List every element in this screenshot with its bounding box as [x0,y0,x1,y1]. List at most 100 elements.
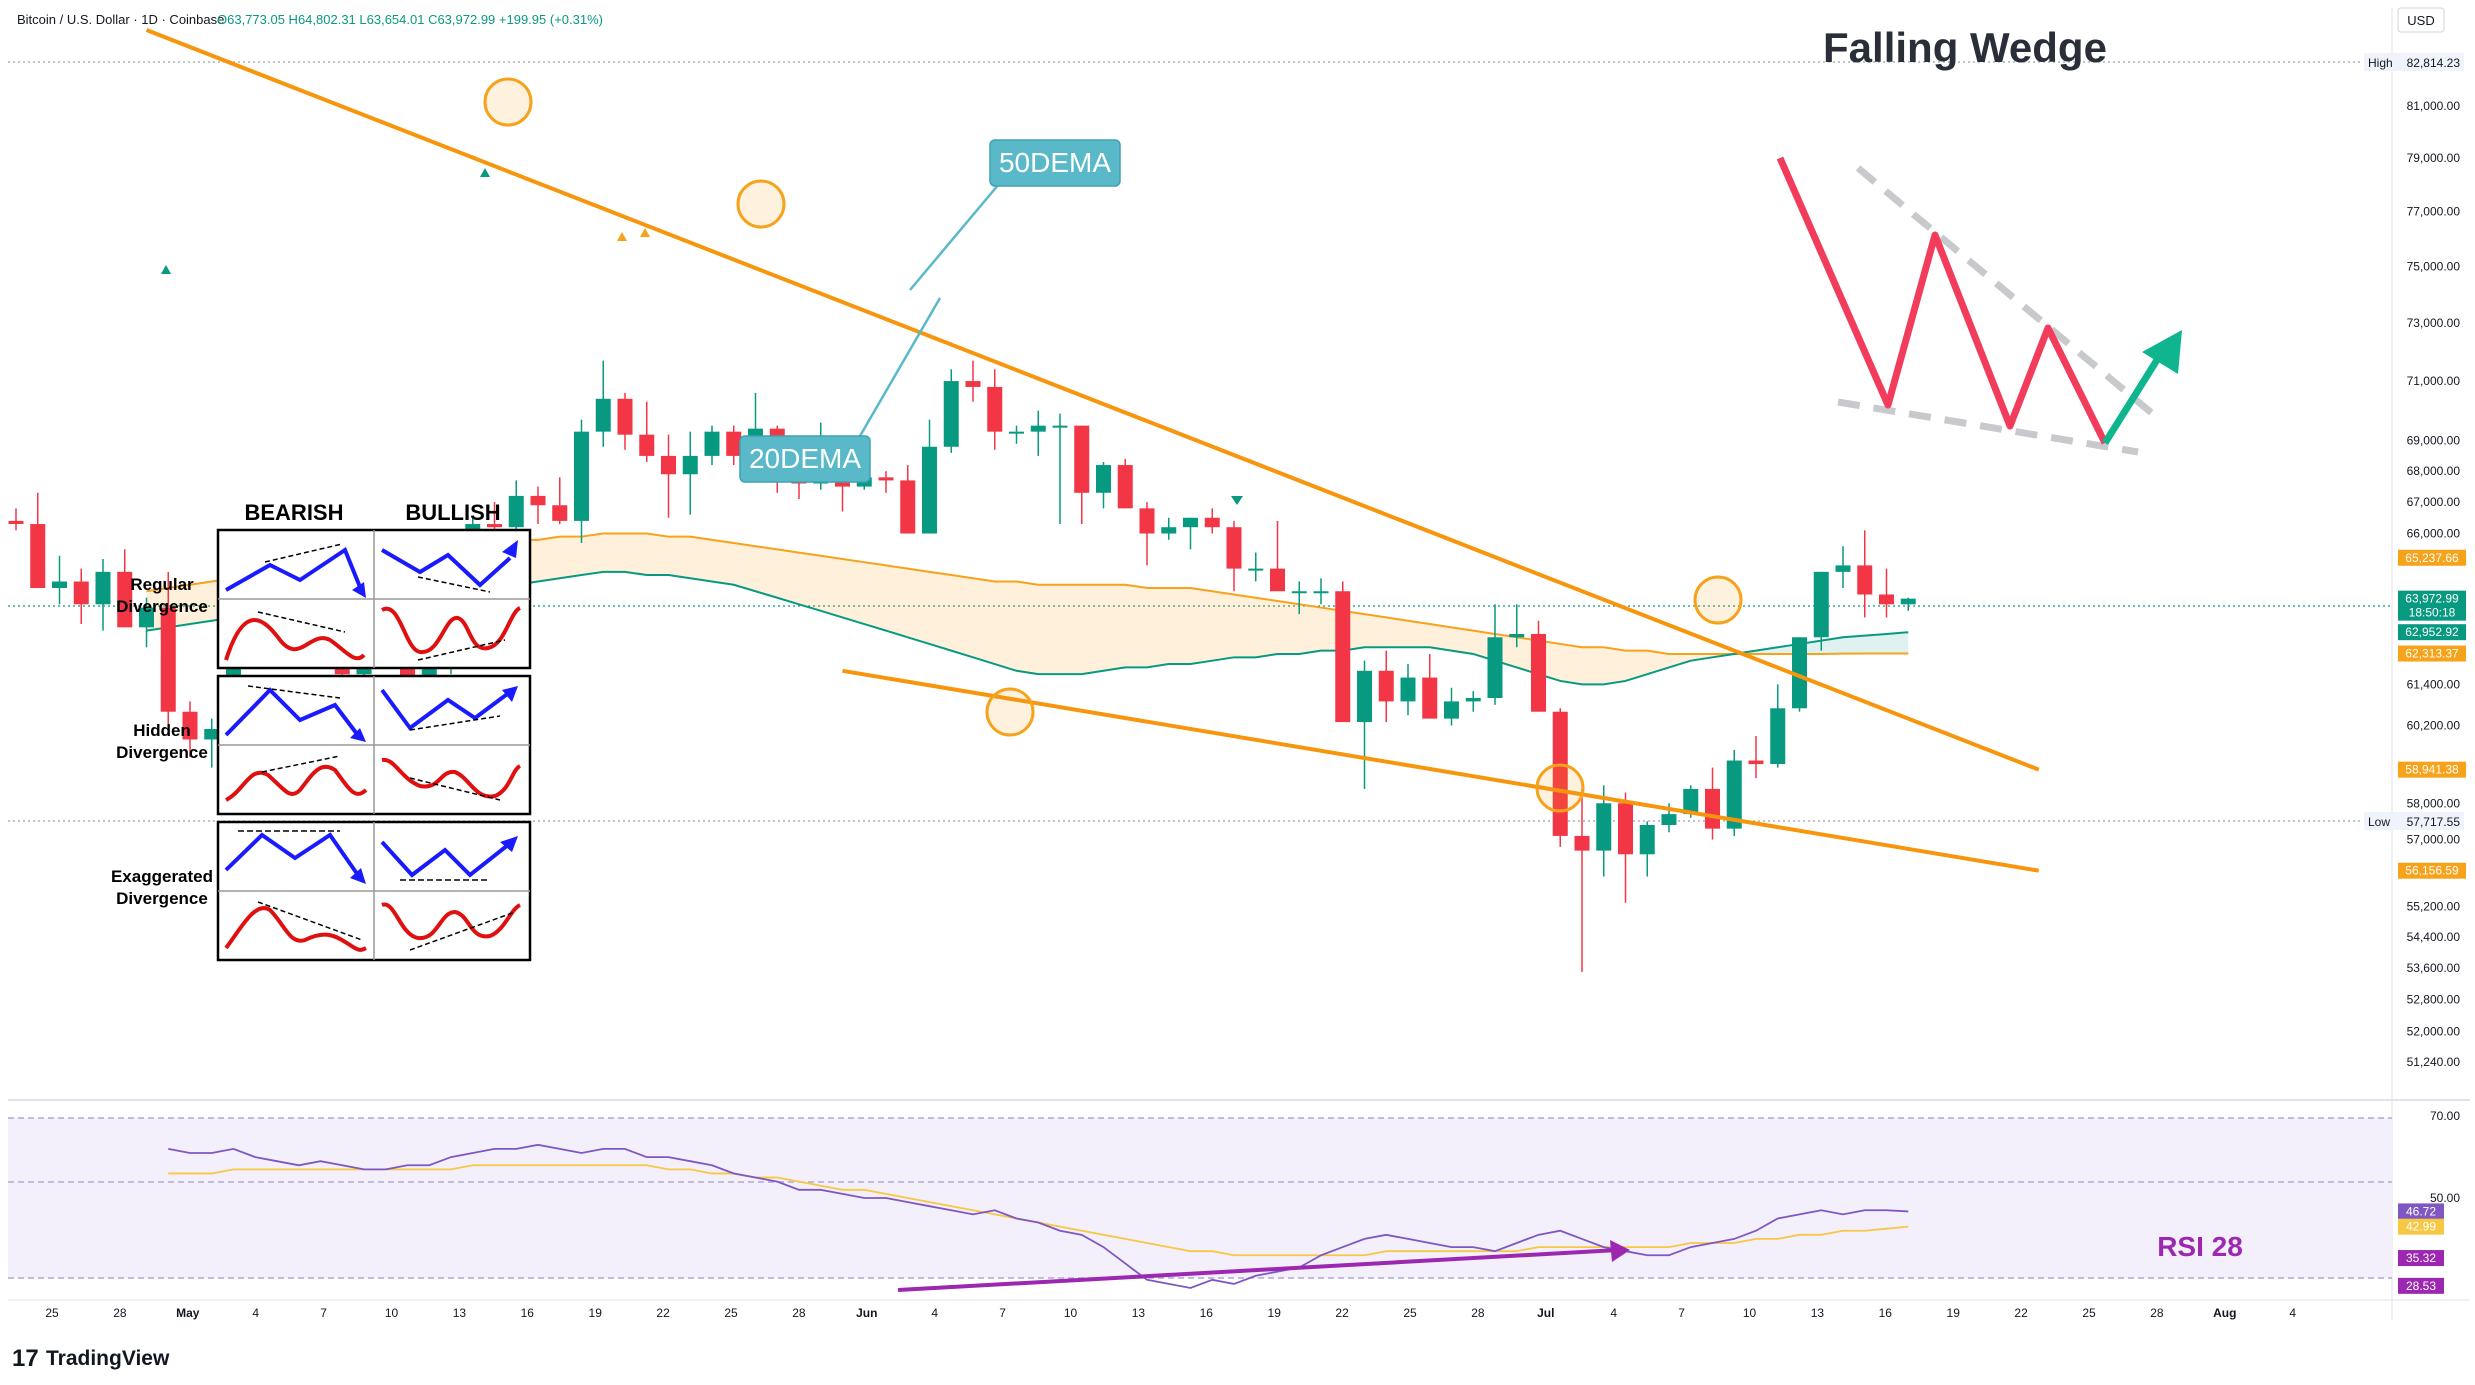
candle-body [1879,594,1894,605]
exaggerated-bearish-osc-dash [257,901,363,941]
tradingview-logo[interactable]: 17 TradingView [12,1345,170,1372]
price-tag-bg [2398,604,2466,621]
time-tick-label: 28 [1471,1306,1485,1320]
time-tick-label: 13 [1811,1306,1825,1320]
candle-body [530,495,546,506]
time-tick-label: 10 [385,1306,399,1320]
hidden-bullish-osc [381,757,522,799]
hidden-bearish-osc-dash [261,755,341,773]
price-tag-bg [2398,862,2466,879]
candle-body [1009,431,1024,434]
hidden-bullish-dash [409,715,501,731]
divergence-table: BEARISH BULLISH Regular Divergence Hidde… [111,500,532,962]
rsi-divergence [897,1240,1630,1292]
ema50-callout[interactable]: 50DEMA [909,139,1121,291]
ema20-box [739,435,871,483]
regular-bullish-dash [417,576,491,593]
price-tag-text: 58,941.38 [2405,763,2459,777]
low-label: Low [2368,815,2390,829]
rsi-tag-bg [2398,1218,2444,1235]
price-tick-label: 53,600.00 [2407,961,2461,975]
regular-bearish-osc [224,618,366,661]
row-hidden-label-1: Hidden [133,721,191,740]
price-tick-label: 57,000.00 [2407,833,2461,847]
ema20-callout[interactable]: 20DEMA [739,297,942,483]
row-exaggerated-label-1: Exaggerated [111,867,213,886]
time-tick-label: May [176,1306,200,1320]
time-axis[interactable]: 25 28 May 4 7 10 13 16 19 22 25 28 Jun 4 7 10 13 16 19 22 25… [45,1306,2296,1320]
candle-body [1574,835,1590,851]
ema20-pointer [858,297,942,437]
candle-body [1683,788,1699,815]
time-tick-label: Jul [1537,1306,1554,1320]
candle-body [1813,571,1829,638]
rsi-tag-text: 35.32 [2406,1251,2436,1265]
exaggerated-bearish-osc [224,906,367,952]
time-tick-label: 22 [656,1306,670,1320]
wedge-upper-trendline[interactable] [145,28,2040,772]
price-tick-label: 61,400.00 [2407,677,2461,691]
tradingview-logo-mark: 17 [12,1345,39,1372]
candle-body [1139,508,1155,534]
triangle-up-2 [480,168,490,177]
price-tag-text: 18:50:18 [2409,606,2456,620]
time-tick-label: 4 [2289,1306,2296,1320]
currency-label: USD [2407,13,2434,28]
currency-button[interactable] [2397,7,2445,33]
regular-bearish-arrow [352,582,366,598]
candle-body [1204,517,1220,528]
table-header-bearish: BEARISH [244,500,343,525]
touch-circle-1 [483,77,533,127]
row-regular-label-1: Regular [130,575,194,594]
candle-body [1705,788,1720,829]
candle-body [1661,814,1677,825]
exaggerated-bearish-arrow [350,868,366,884]
candle-body [487,524,502,528]
price-tick-label: 60,200.00 [2407,719,2461,733]
time-tick-label: Jun [856,1306,877,1320]
candle-body [682,455,698,475]
rsi-tag-text: 28.53 [2406,1279,2436,1293]
ema50-pointer [909,177,1005,291]
row-hidden-label-2: Divergence [116,743,208,762]
candle-body [900,480,916,534]
candle-body [1596,803,1612,851]
triangle-up-4 [640,228,650,237]
price-axis[interactable]: 81,000.00 79,000.00 77,000.00 75,000.00 73,0… [2407,99,2461,1069]
candle-body [8,520,24,525]
hidden-bullish-price [380,688,512,731]
wedge-lower-trendline[interactable] [842,668,2040,873]
exaggerated-bearish-price [224,832,362,880]
touch-markers [483,77,1743,813]
signal-triangles [161,168,1243,505]
price-tick-label: 52,000.00 [2407,1024,2461,1038]
price-tag-bg [2398,645,2466,662]
candle-body [1226,527,1242,569]
candle-body [1487,637,1503,698]
candle-body [1074,425,1090,493]
rsi-tag-bg [2398,1250,2444,1267]
time-tick-label: 7 [320,1306,327,1320]
regular-bearish-dash [264,543,343,563]
candle-body [1509,633,1525,638]
price-tick-label: 51,240.00 [2407,1055,2461,1069]
time-tick-label: 16 [1200,1306,1214,1320]
touch-circle-5 [1693,575,1743,625]
high-value: 82,814.23 [2407,56,2461,70]
candle-body [726,431,742,456]
illustration-lower-dash [1837,398,2139,456]
candle-body [1117,465,1133,509]
wedge-illustration [1776,156,2182,456]
price-tag-text: 62,313.37 [2405,647,2459,661]
price-tag-text: 63,972.99 [2405,592,2459,606]
candle-body [1639,824,1655,855]
candle-body [1313,591,1329,594]
time-tick-label: 19 [589,1306,603,1320]
time-tick-label: 25 [1403,1306,1417,1320]
ema50-box [989,139,1121,187]
time-tick-label: 10 [1743,1306,1757,1320]
candle-body [30,524,46,588]
price-tag-text: 65,237.66 [2405,551,2459,565]
